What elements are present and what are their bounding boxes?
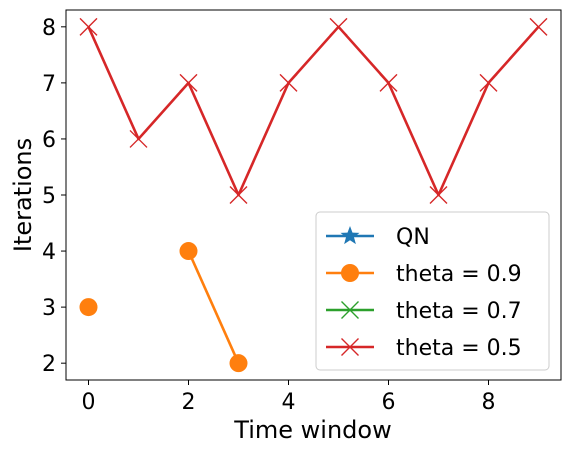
legend-marker: [341, 264, 359, 282]
legend-label: theta = 0.9: [396, 262, 522, 287]
y-axis: 2 3 4 5 6 7 8: [42, 16, 66, 377]
y-tick-label: 7: [42, 72, 56, 97]
legend-marker: [341, 338, 359, 356]
data-point: [179, 242, 198, 261]
series-line: [187, 250, 240, 364]
y-tick-label: 3: [42, 296, 56, 321]
x-axis-label: Time window: [233, 416, 391, 444]
x-tick-label: 8: [482, 390, 496, 415]
y-tick-label: 8: [42, 16, 56, 41]
legend-marker: [341, 301, 359, 319]
data-point: [429, 186, 448, 204]
data-point: [79, 17, 98, 36]
series-1: [79, 242, 248, 373]
y-axis-label: Iterations: [9, 138, 37, 252]
data-point: [129, 129, 148, 148]
legend-item: theta = 0.9: [326, 262, 522, 287]
legend-label: theta = 0.5: [396, 336, 522, 361]
data-point: [179, 73, 198, 92]
legend-label: QN: [396, 225, 430, 250]
y-tick-label: 4: [42, 240, 56, 265]
legend: QN theta = 0.9 theta = 0.7 theta = 0.5: [315, 211, 550, 371]
series-3: [79, 17, 548, 204]
y-tick-label: 5: [42, 184, 56, 209]
data-point: [229, 186, 248, 204]
x-tick-label: 2: [182, 390, 196, 415]
legend-frame: [315, 211, 550, 371]
data-point: [379, 73, 398, 92]
legend-label: theta = 0.7: [396, 299, 522, 324]
data-point: [279, 73, 298, 92]
data-point: [79, 298, 98, 317]
plot-area: [79, 17, 548, 373]
legend-item: theta = 0.5: [326, 336, 522, 361]
y-tick-label: 2: [42, 352, 56, 377]
series-line: [87, 25, 540, 197]
x-tick-label: 4: [282, 390, 296, 415]
legend-item: QN: [326, 225, 430, 250]
y-tick-label: 6: [42, 128, 56, 153]
data-point: [479, 73, 498, 92]
x-axis: 0 2 4 6 8: [82, 380, 496, 415]
x-tick-label: 6: [382, 390, 396, 415]
x-tick-label: 0: [82, 390, 96, 415]
legend-item: theta = 0.7: [326, 299, 522, 324]
data-point: [529, 17, 548, 36]
legend-marker: [340, 226, 360, 245]
data-point: [329, 17, 348, 36]
data-point: [229, 354, 248, 373]
